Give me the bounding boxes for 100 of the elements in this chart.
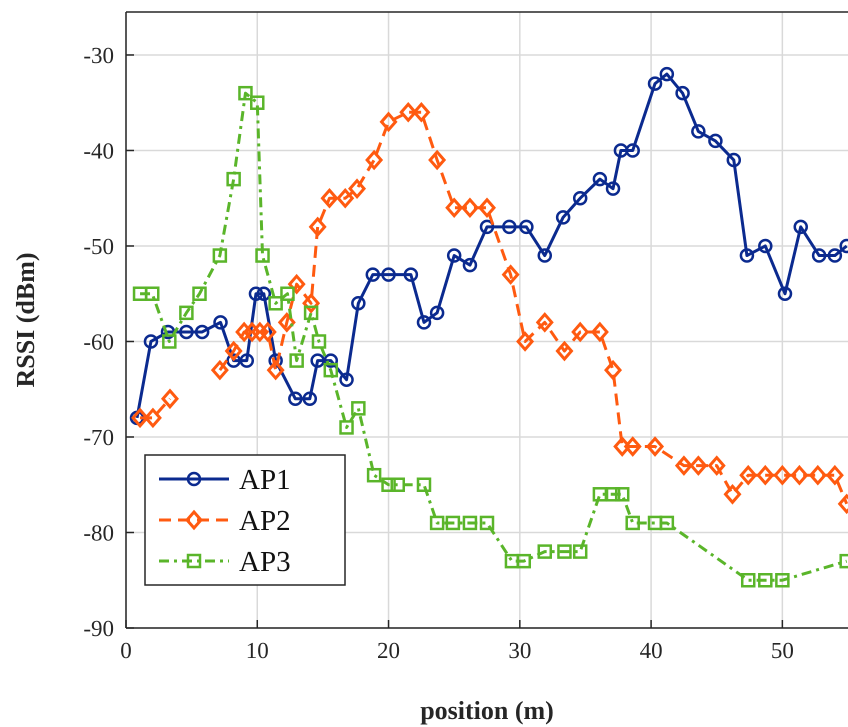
- y-tick-label: -60: [83, 330, 114, 355]
- point: [446, 516, 460, 530]
- point: [724, 484, 741, 504]
- point: [462, 258, 478, 272]
- point: [516, 332, 534, 351]
- point: [592, 172, 608, 186]
- point: [194, 324, 210, 340]
- point: [236, 322, 253, 342]
- point: [691, 124, 706, 139]
- x-tick-label: 50: [770, 638, 794, 663]
- point: [339, 420, 354, 435]
- point: [400, 102, 417, 122]
- point: [381, 477, 396, 492]
- point: [211, 360, 228, 380]
- point: [604, 360, 622, 380]
- y-tick-label: -30: [83, 43, 114, 68]
- point: [428, 150, 446, 170]
- point: [404, 267, 418, 282]
- point: [145, 286, 160, 301]
- point: [708, 456, 726, 476]
- point: [259, 322, 276, 342]
- point: [646, 437, 664, 456]
- x-tick-label: 0: [120, 638, 132, 663]
- point: [572, 190, 588, 206]
- point: [478, 198, 496, 218]
- point: [756, 466, 774, 485]
- point: [572, 544, 588, 559]
- point: [556, 210, 570, 225]
- point: [740, 248, 754, 263]
- point: [213, 315, 228, 330]
- point: [267, 360, 284, 380]
- point: [648, 76, 662, 91]
- point: [675, 86, 690, 100]
- legend-label: AP3: [239, 546, 291, 578]
- point: [708, 134, 723, 148]
- y-tick-label: -80: [83, 520, 114, 546]
- point: [288, 392, 303, 406]
- point: [675, 456, 692, 476]
- point: [268, 296, 283, 311]
- point: [310, 353, 325, 368]
- point: [538, 544, 552, 559]
- point: [826, 466, 844, 485]
- point: [502, 220, 517, 234]
- point: [144, 334, 158, 349]
- point: [660, 66, 674, 82]
- point: [248, 286, 264, 301]
- point: [256, 286, 272, 301]
- point: [556, 342, 573, 361]
- point: [225, 342, 242, 361]
- point: [758, 573, 773, 588]
- point: [240, 353, 254, 368]
- point: [302, 392, 318, 406]
- point: [812, 248, 826, 263]
- point: [809, 466, 826, 485]
- point: [625, 516, 640, 530]
- point: [366, 468, 382, 482]
- point: [304, 306, 318, 320]
- point: [381, 267, 396, 282]
- point: [320, 188, 338, 208]
- point: [446, 198, 463, 218]
- point: [280, 286, 295, 301]
- point: [790, 466, 808, 485]
- y-tick-label: -40: [83, 138, 114, 164]
- point: [606, 487, 620, 502]
- x-tick-label: 20: [377, 638, 400, 663]
- point: [430, 516, 444, 530]
- point: [255, 248, 270, 263]
- point: [592, 487, 608, 502]
- point: [624, 437, 642, 456]
- point: [480, 516, 494, 530]
- point: [212, 248, 228, 263]
- point: [162, 334, 177, 349]
- point: [519, 220, 534, 234]
- point: [774, 466, 791, 485]
- x-tick-label: 30: [508, 638, 532, 663]
- point: [793, 220, 808, 234]
- x-tick-label: 10: [246, 638, 269, 663]
- y-tick-label: -50: [83, 234, 114, 260]
- point: [614, 487, 630, 502]
- point: [726, 152, 742, 168]
- point: [538, 248, 552, 263]
- point: [336, 188, 354, 208]
- point: [366, 267, 380, 282]
- point: [416, 315, 432, 330]
- point: [339, 372, 354, 387]
- point: [179, 306, 194, 320]
- point: [251, 322, 268, 342]
- x-tick-label: 40: [640, 638, 663, 663]
- point: [690, 456, 707, 476]
- point: [778, 286, 792, 301]
- point: [740, 573, 756, 588]
- point: [348, 179, 366, 198]
- point: [614, 143, 628, 158]
- point: [309, 217, 326, 236]
- point: [380, 112, 398, 132]
- point: [412, 102, 430, 122]
- point: [740, 466, 757, 485]
- point: [192, 286, 207, 301]
- point: [660, 516, 674, 530]
- point: [351, 401, 366, 416]
